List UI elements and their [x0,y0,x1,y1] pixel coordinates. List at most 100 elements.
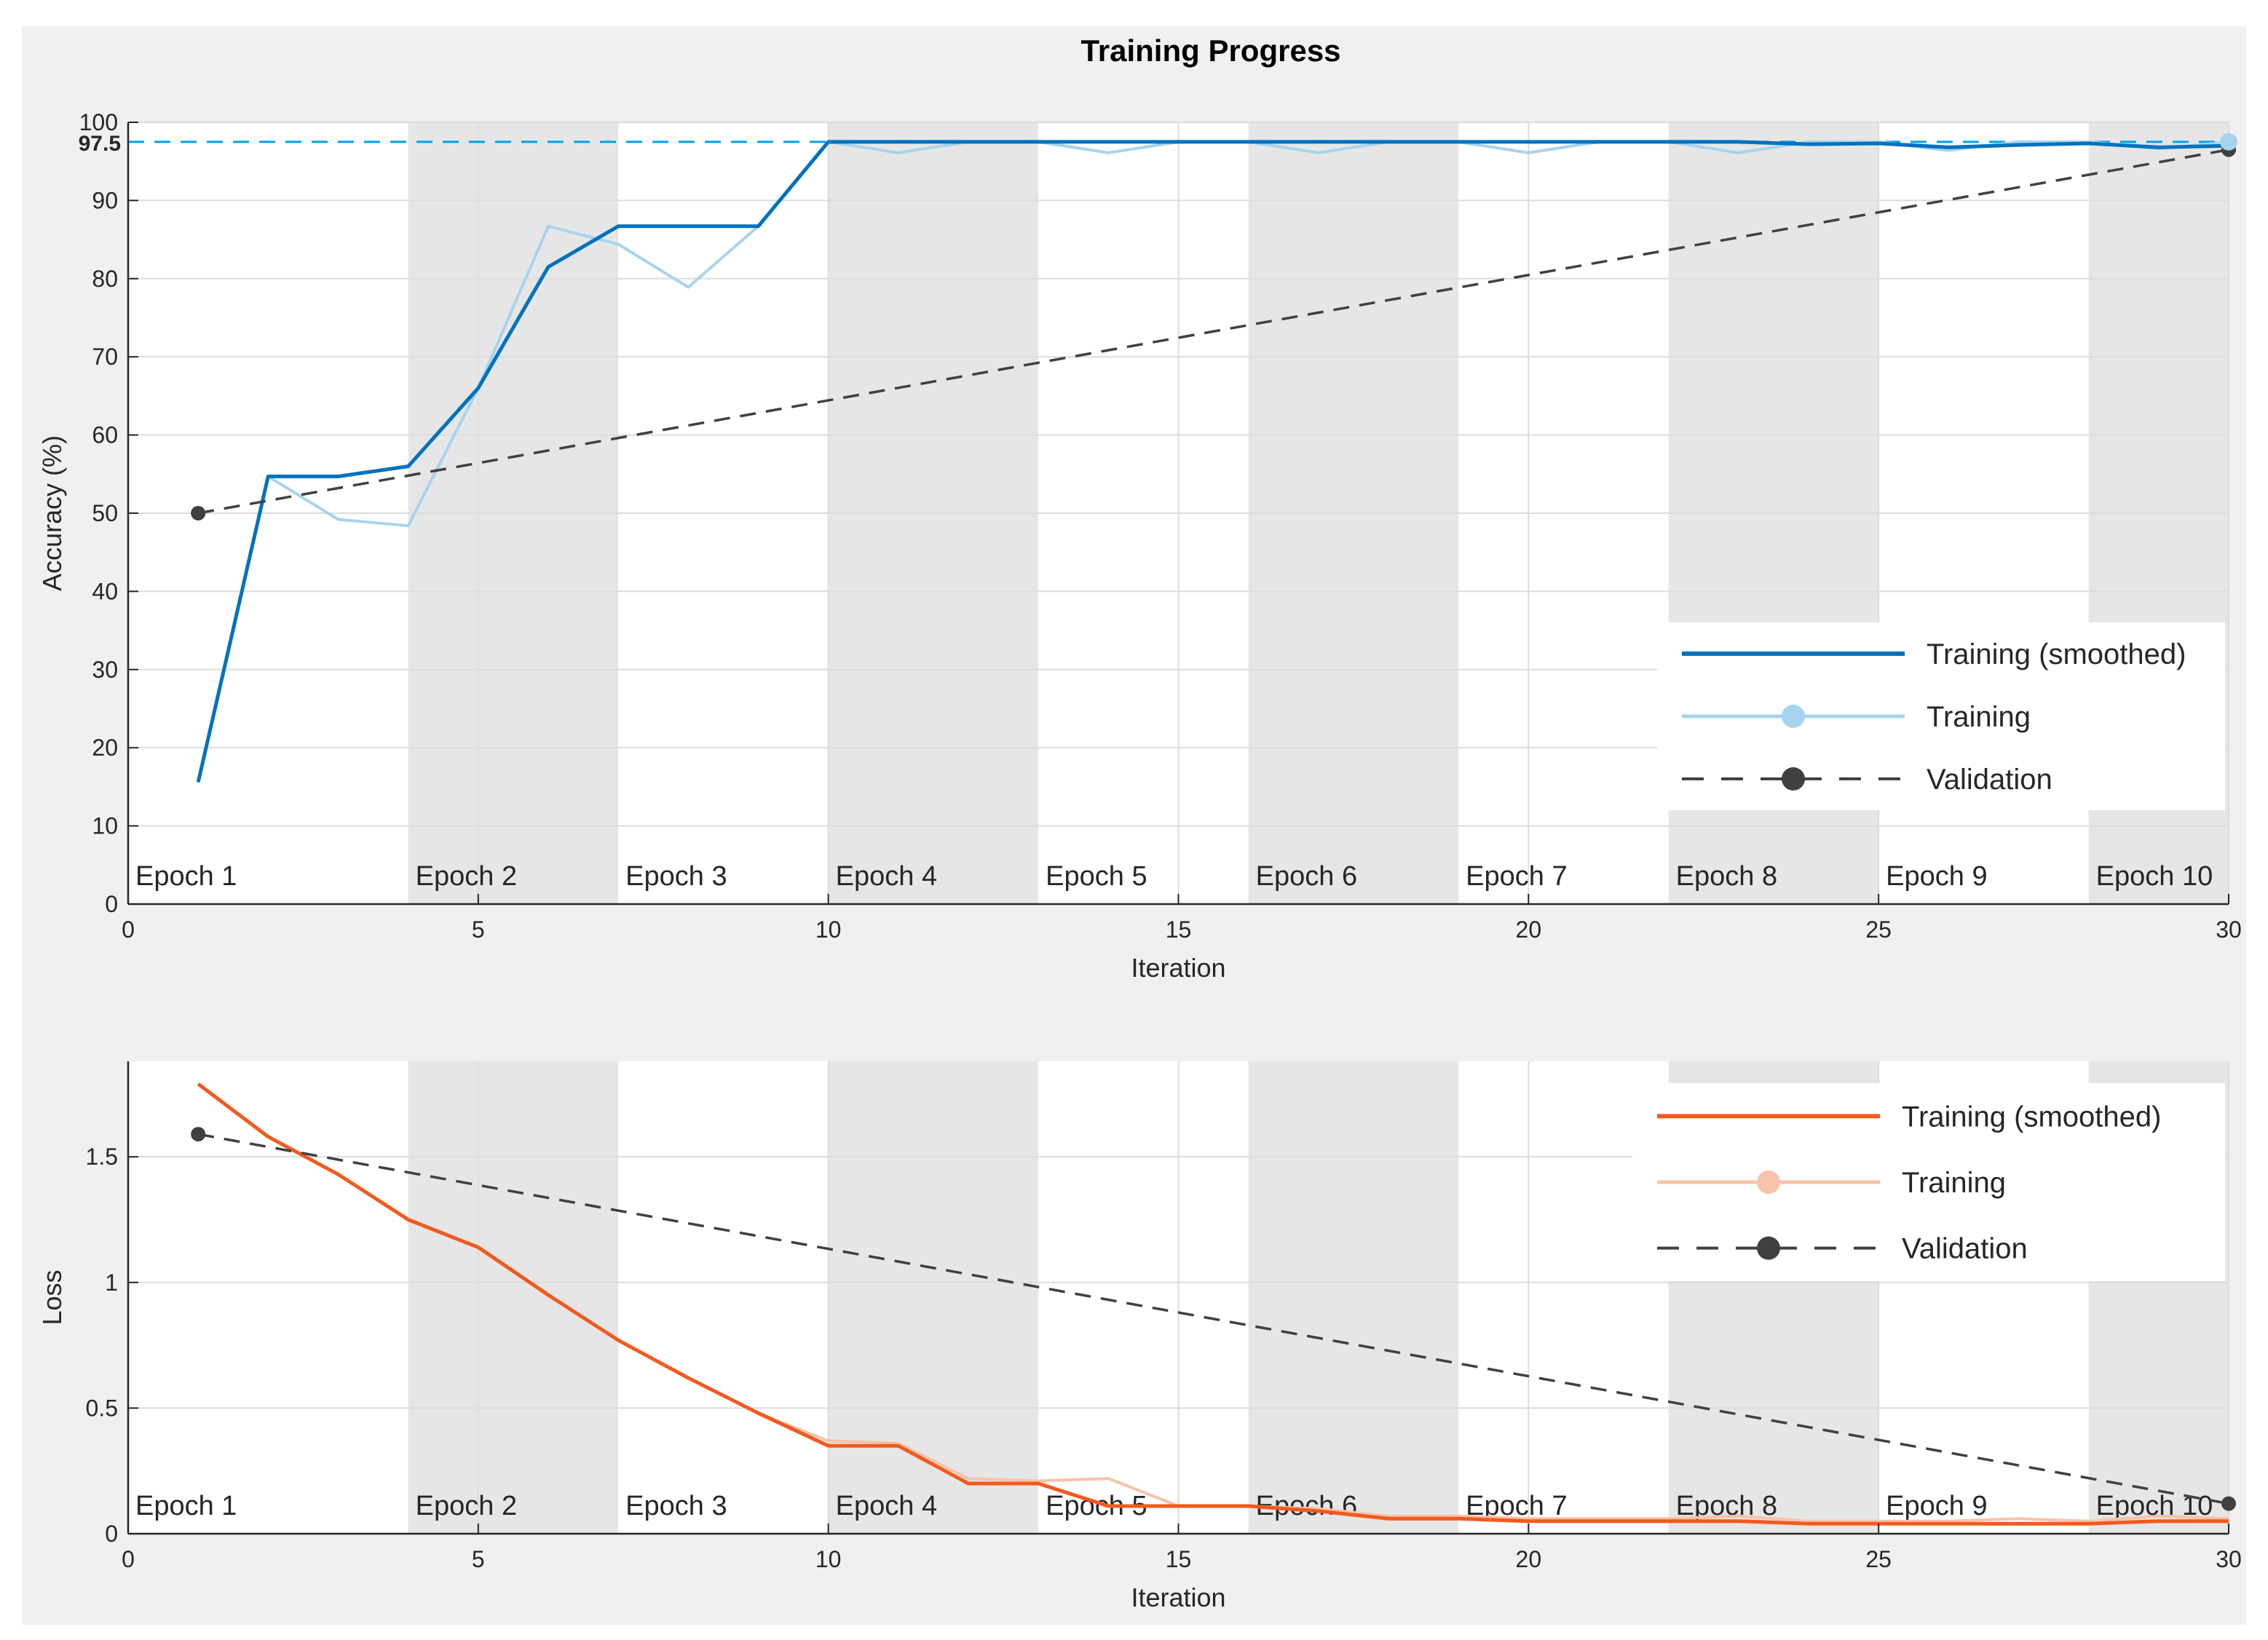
y-tick-label: 10 [92,813,118,839]
data-point [1457,1517,1461,1521]
data-point [756,224,760,228]
epoch-label: Epoch 2 [416,1491,517,1521]
epoch-label: Epoch 5 [1046,861,1147,892]
data-point [826,1439,830,1443]
data-point [476,1245,480,1249]
loss-chart: Epoch 1 Epoch 2 Epoch 3 Epoch 4 Epoch 5 Epoch… [37,1061,2242,1612]
data-point [1316,151,1320,154]
data-point [967,1477,971,1481]
data-point [617,1339,620,1342]
data-point [687,285,690,289]
data-point [617,224,620,228]
epoch-band [828,1061,1039,1534]
y-tick-label: 70 [92,344,118,370]
data-point [1667,140,1670,143]
legend-marker [1757,1236,1780,1260]
series-line-smoothed [196,140,2229,783]
series-line-validation [197,148,2229,515]
data-point [1387,140,1391,143]
data-point [1107,1505,1110,1508]
data-point [617,242,620,246]
data-point [1736,151,1740,154]
y-tick-label: 0 [105,891,118,917]
data-point [1316,140,1320,143]
epoch-band [1248,1061,1459,1534]
data-point [1947,146,1951,149]
data-point [197,1082,200,1086]
x-tick-label: 30 [2216,916,2242,943]
y-axis-label: Accuracy (%) [37,435,67,591]
legend: Training (smoothed) Training Validation [1657,622,2225,810]
x-tick-label: 30 [2216,1546,2242,1572]
y-tick-label: 80 [92,266,118,292]
y-tick-label: 30 [92,657,118,683]
y-tick-label: 1 [105,1269,118,1296]
epoch-label: Epoch 4 [836,1491,937,1521]
data-point [336,1173,340,1176]
data-point [896,1444,900,1448]
data-point [1807,143,1811,146]
data-point [1736,140,1740,143]
data-point [896,151,900,154]
y-tick-label: 20 [92,734,118,761]
y-tick-label: 60 [92,422,118,448]
data-point [1877,141,1881,145]
data-point [1037,1481,1040,1485]
data-point [1177,1505,1180,1508]
epoch-label: Epoch 1 [135,861,237,892]
epoch-label: Epoch 1 [135,1491,237,1521]
x-tick-label: 10 [815,916,842,943]
epoch-label: Epoch 9 [1886,861,1987,892]
data-point [2157,1519,2160,1523]
x-tick-label: 0 [122,916,135,943]
data-point [1316,1509,1320,1513]
y-axis-label: Loss [37,1269,67,1325]
data-point [826,140,830,143]
x-tick-label: 10 [815,1546,842,1572]
data-point [2157,146,2160,149]
data-point [1387,1517,1391,1521]
data-point [826,1444,830,1448]
page-title: Training Progress [1080,33,1341,68]
series-line-smoothed [197,1082,2229,1526]
y-tick-label: 0 [105,1521,118,1547]
validation-point [2221,1496,2236,1511]
epoch-band [408,1061,619,1534]
y-tick-label: 0.5 [86,1395,118,1421]
data-point [1667,1519,1670,1523]
y-tick-label: 1.5 [86,1144,118,1170]
data-point [266,1135,270,1138]
legend-label: Training (smoothed) [1902,1101,2161,1133]
data-point [1246,1505,1250,1508]
data-point [2227,1519,2231,1523]
legend-marker [1782,767,1805,791]
data-point [1736,1514,1740,1518]
data-point [1597,140,1600,143]
epoch-label: Epoch 4 [836,861,937,892]
y-tick-label: 50 [92,500,118,526]
legend-label: Training (smoothed) [1927,638,2186,670]
data-point [967,140,971,143]
x-axis-label: Iteration [1131,953,1225,983]
data-point [1527,151,1530,154]
epoch-label: Epoch 3 [625,1491,727,1521]
legend-label: Validation [1902,1233,2028,1265]
data-point [1177,140,1180,143]
x-tick-label: 25 [1865,1546,1892,1572]
x-tick-label: 15 [1166,916,1192,943]
data-point [266,475,270,478]
accuracy-chart: Epoch 1 Epoch 2 Epoch 3 Epoch 4 Epoch 5 Epoch… [37,109,2242,983]
data-point [756,1411,760,1415]
data-point [1107,151,1110,154]
epoch-label: Epoch 6 [1256,861,1357,892]
series-line-validation [197,1133,2229,1505]
y-tick-label: 90 [92,187,118,213]
legend: Training (smoothed) Training Validation [1632,1083,2225,1281]
data-point [1947,148,1951,152]
validation-point [191,506,206,520]
data-point [547,265,550,269]
epoch-label: Epoch 9 [1886,1491,1987,1521]
data-point [2017,143,2020,147]
legend-marker [1757,1170,1780,1194]
